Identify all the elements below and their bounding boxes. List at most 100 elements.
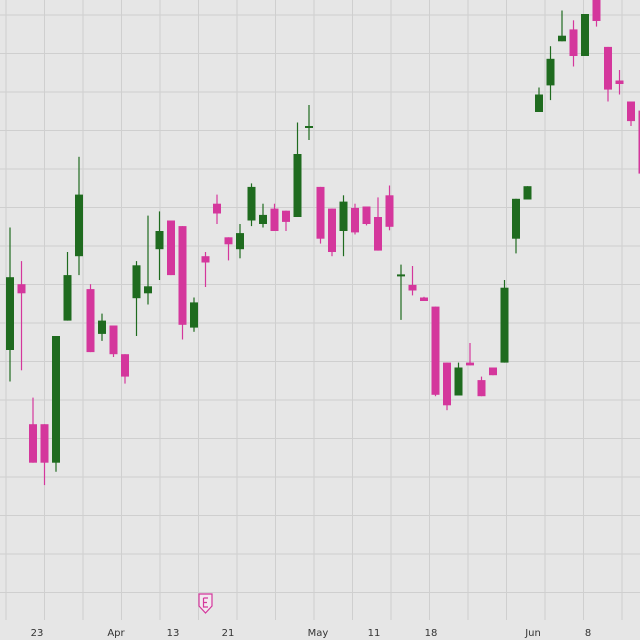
- candle-body: [190, 302, 198, 328]
- candle-body: [167, 220, 175, 276]
- candle: [98, 313, 106, 341]
- candle-body: [339, 201, 348, 231]
- candle-body: [374, 217, 382, 251]
- candle-body: [385, 195, 394, 227]
- x-tick-label: 8: [585, 628, 591, 639]
- candle-body: [397, 274, 405, 277]
- candle: [512, 198, 520, 254]
- candle: [190, 297, 198, 332]
- candle: [270, 203, 279, 231]
- candle: [592, 0, 601, 27]
- candle: [316, 186, 325, 244]
- x-tick-label: 13: [167, 628, 180, 639]
- candle: [247, 183, 256, 227]
- candle: [604, 46, 612, 102]
- candle: [477, 376, 486, 397]
- candle-body: [535, 94, 543, 112]
- candle-body: [6, 277, 14, 350]
- candle: [293, 122, 302, 217]
- candle: [385, 185, 394, 231]
- candle-body: [98, 320, 106, 334]
- candle-body: [86, 289, 95, 353]
- candle-body: [52, 336, 60, 463]
- candle: [339, 195, 348, 257]
- candle-body: [443, 362, 451, 406]
- candle-body: [328, 208, 336, 252]
- candle: [121, 354, 129, 384]
- candle-body: [75, 194, 83, 257]
- candle-body: [293, 154, 302, 217]
- candle: [431, 306, 440, 397]
- candle: [155, 211, 164, 280]
- candle-body: [477, 380, 486, 397]
- candle-body: [638, 110, 640, 174]
- candle: [546, 46, 555, 101]
- candle: [178, 226, 187, 340]
- candle: [132, 261, 141, 336]
- candle: [443, 362, 451, 411]
- candle: [420, 296, 428, 301]
- candles: [6, 0, 640, 486]
- candle-body: [558, 35, 566, 42]
- candle: [52, 336, 60, 472]
- x-tick-label: 11: [368, 628, 381, 639]
- candle: [408, 266, 417, 296]
- candle: [397, 264, 405, 320]
- candle-body: [615, 80, 624, 84]
- x-tick-label: 23: [31, 628, 44, 639]
- candle: [109, 325, 118, 357]
- candle-body: [489, 367, 497, 376]
- candle: [454, 362, 463, 396]
- x-axis: 23 Apr 13 21 May 11 18 Jun 8: [31, 628, 592, 639]
- candle-body: [282, 210, 290, 222]
- candle-body: [305, 126, 313, 128]
- candle: [201, 252, 210, 287]
- candle: [17, 261, 26, 371]
- candle: [328, 208, 336, 257]
- candle-body: [236, 233, 244, 250]
- candle-body: [132, 265, 141, 299]
- candle-body: [178, 226, 187, 325]
- candle-body: [362, 206, 371, 224]
- candle-body: [581, 14, 589, 56]
- candle: [259, 203, 267, 228]
- candle-body: [247, 186, 256, 221]
- candle: [305, 105, 313, 140]
- candle: [569, 20, 578, 67]
- candle: [627, 101, 635, 126]
- candle: [236, 224, 244, 259]
- candle: [40, 424, 49, 486]
- candle-body: [431, 306, 440, 395]
- candle-body: [523, 186, 532, 200]
- event-markers: [198, 593, 213, 614]
- candle-body: [500, 287, 509, 363]
- candle-body: [408, 284, 417, 291]
- x-tick-label: May: [308, 628, 329, 639]
- earnings-e-icon[interactable]: [198, 593, 213, 614]
- candle: [282, 210, 290, 231]
- candle-body: [109, 325, 118, 355]
- candle: [615, 70, 624, 95]
- candle: [374, 197, 382, 251]
- candle-body: [592, 0, 601, 21]
- candle: [558, 10, 566, 42]
- x-tick-label: 18: [425, 628, 438, 639]
- candle-body: [17, 284, 26, 294]
- candle-body: [213, 203, 221, 214]
- candle-body: [546, 58, 555, 86]
- candle: [362, 206, 371, 226]
- candle-body: [569, 29, 578, 56]
- candle-body: [121, 354, 129, 377]
- candle-body: [466, 362, 474, 366]
- candle-body: [351, 207, 359, 233]
- candle: [29, 397, 37, 463]
- candle-body: [454, 367, 463, 396]
- candle-body: [144, 286, 152, 294]
- candle: [638, 110, 640, 174]
- candle-body: [316, 186, 325, 239]
- candle: [581, 14, 589, 56]
- candle: [351, 203, 359, 235]
- candle-body: [512, 198, 520, 239]
